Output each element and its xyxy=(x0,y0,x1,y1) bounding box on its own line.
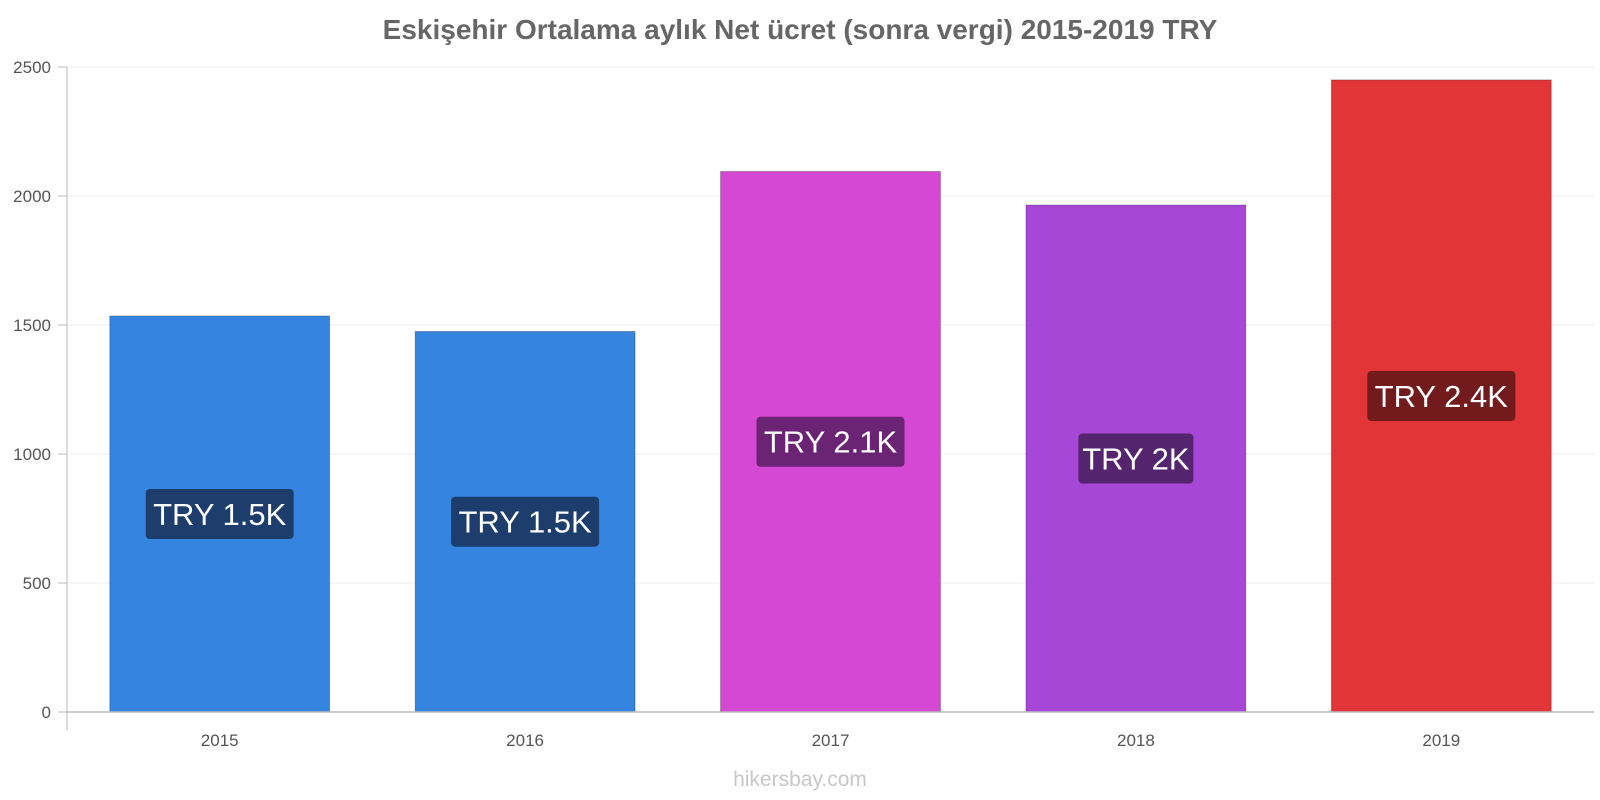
data-label-box xyxy=(1078,433,1194,484)
data-label-box xyxy=(756,416,905,467)
axes: 0 500 1000 1500 2000 2500 2015 2016 2017 2018 2019 xyxy=(13,58,1594,750)
y-tick-label: 500 xyxy=(23,574,51,593)
data-label-box xyxy=(451,496,600,547)
data-label: TRY 1.5K xyxy=(458,505,592,540)
y-tick-label: 2500 xyxy=(13,58,51,77)
x-tick-label: 2018 xyxy=(1117,731,1155,750)
y-tick-label: 1000 xyxy=(13,445,51,464)
x-tick-label: 2015 xyxy=(201,731,239,750)
y-tick-label: 1500 xyxy=(13,316,51,335)
data-label-box xyxy=(145,488,294,539)
chart-title: Eskişehir Ortalama aylık Net ücret (sonr… xyxy=(382,14,1218,45)
data-label: TRY 1.5K xyxy=(153,497,287,532)
data-label: TRY 2.4K xyxy=(1375,379,1509,414)
x-tick-label: 2019 xyxy=(1422,731,1460,750)
data-labels: TRY 1.5K TRY 1.5K TRY 2.1K TRY 2K TRY 2.4K xyxy=(145,370,1516,547)
data-label: TRY 2K xyxy=(1082,442,1190,477)
watermark: hikersbay.com xyxy=(733,768,867,791)
bars xyxy=(109,79,1552,713)
y-tick-label: 2000 xyxy=(13,187,51,206)
x-tick-label: 2016 xyxy=(506,731,544,750)
data-label-box xyxy=(1367,370,1516,421)
y-tick-label: 0 xyxy=(42,703,51,722)
x-tick-label: 2017 xyxy=(812,731,850,750)
data-label: TRY 2.1K xyxy=(764,425,898,460)
